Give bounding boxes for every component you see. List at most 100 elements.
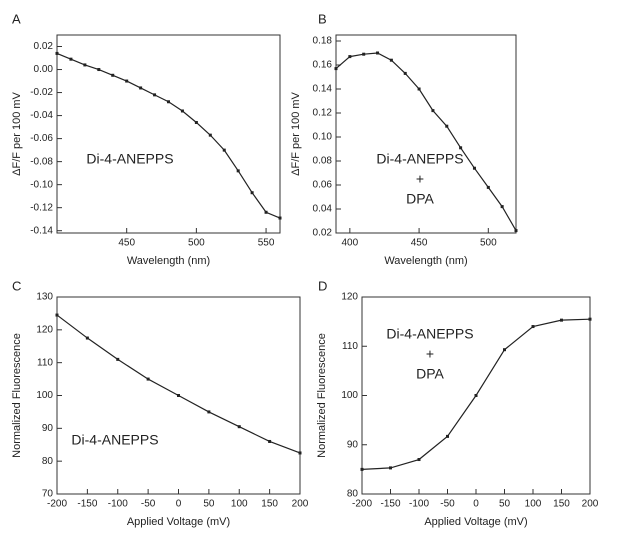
data-point [403,71,407,75]
y-tick-label: 120 [36,324,53,335]
x-tick-label: 450 [411,238,428,249]
data-point [146,377,150,381]
panel-letter: B [318,11,327,26]
data-point [474,394,478,397]
data-point [222,148,226,152]
x-tick-label: 150 [261,499,278,510]
x-axis-label: Applied Voltage (mV) [424,516,527,528]
y-tick-label: 0.16 [313,60,333,71]
y-tick-label: 0.18 [313,36,333,47]
x-tick-label: -200 [352,499,372,510]
y-axis-label: ΔF/F per 100 mV [11,91,23,175]
data-point [514,229,518,233]
x-tick-label: -50 [440,499,455,510]
annotation: Di-4-ANEPPS [376,151,463,167]
data-point [153,93,157,97]
data-point [208,133,212,137]
y-tick-label: 0.04 [313,204,333,215]
y-axis-label: Normalized Fluorescence [11,333,23,458]
annotation: Di-4-ANEPPS [71,432,158,448]
x-tick-label: 400 [342,238,359,249]
data-point [264,210,268,214]
y-tick-label: -0.12 [30,202,53,213]
y-tick-label: 0.00 [34,64,54,75]
data-point [55,51,59,55]
data-point [180,109,184,113]
y-tick-label: -0.02 [30,87,53,98]
y-tick-label: 110 [37,357,53,368]
y-tick-label: 80 [347,489,359,500]
x-tick-label: 100 [231,499,248,510]
x-tick-label: -150 [77,499,97,510]
data-point [207,410,211,414]
y-tick-label: 90 [42,423,54,434]
data-point [69,57,73,61]
data-point [116,357,120,361]
x-axis-label: Wavelength (nm) [127,255,210,267]
data-point [588,317,592,321]
data-line [335,52,517,231]
data-point [376,51,380,55]
y-tick-label: 0.06 [313,180,333,191]
data-point [431,109,435,113]
y-tick-label: 120 [341,292,358,303]
x-tick-label: -100 [409,499,429,510]
y-tick-label: 0.02 [34,41,54,52]
data-point [560,318,563,322]
x-tick-label: -100 [108,499,128,510]
annotation: DPA [406,191,434,207]
data-point [486,185,490,189]
annotation: + [416,171,424,187]
y-tick-label: 0.10 [313,132,333,143]
annotation: Di-4-ANEPPS [386,326,473,342]
x-tick-label: 200 [292,499,309,510]
data-point [417,87,421,91]
data-point [503,348,506,352]
x-tick-label: 150 [553,499,570,510]
x-tick-label: 0 [176,499,182,510]
y-tick-label: 90 [347,439,359,450]
x-tick-label: 450 [118,238,135,249]
x-tick-label: 500 [480,238,497,249]
data-point [268,439,272,443]
data-point [139,86,143,90]
data-point [389,466,392,470]
data-point [531,325,535,329]
data-point [85,336,89,340]
data-point [459,146,463,150]
data-point [362,52,366,56]
data-point [250,191,254,195]
data-point [278,216,282,220]
panel-letter: C [12,278,21,293]
y-tick-label: 0.14 [313,84,333,95]
annotation: DPA [416,366,444,382]
y-tick-label: -0.10 [30,179,53,190]
y-tick-label: 110 [342,341,358,352]
data-line [56,52,281,219]
data-point [445,124,449,128]
y-tick-label: 100 [36,390,53,401]
y-tick-label: -0.08 [30,156,53,167]
data-point [334,67,338,71]
data-point [500,205,504,209]
y-tick-label: 100 [341,390,358,401]
x-tick-label: 50 [499,499,511,510]
data-point [446,434,449,438]
y-tick-label: 0.12 [313,108,333,119]
y-axis-label: ΔF/F per 100 mV [290,91,302,175]
y-tick-label: 130 [36,292,53,303]
y-tick-label: -0.04 [30,110,53,121]
data-point [360,467,364,471]
x-axis-label: Applied Voltage (mV) [127,516,230,528]
data-point [194,120,198,124]
x-tick-label: 550 [258,238,275,249]
annotation: Di-4-ANEPPS [86,151,173,167]
data-point [111,73,115,77]
y-axis-label: Normalized Fluorescence [316,333,328,458]
data-point [236,169,240,173]
x-tick-label: -150 [380,499,400,510]
x-tick-label: 200 [582,499,599,510]
panel-letter: D [318,278,327,293]
y-tick-label: 0.02 [313,228,333,239]
